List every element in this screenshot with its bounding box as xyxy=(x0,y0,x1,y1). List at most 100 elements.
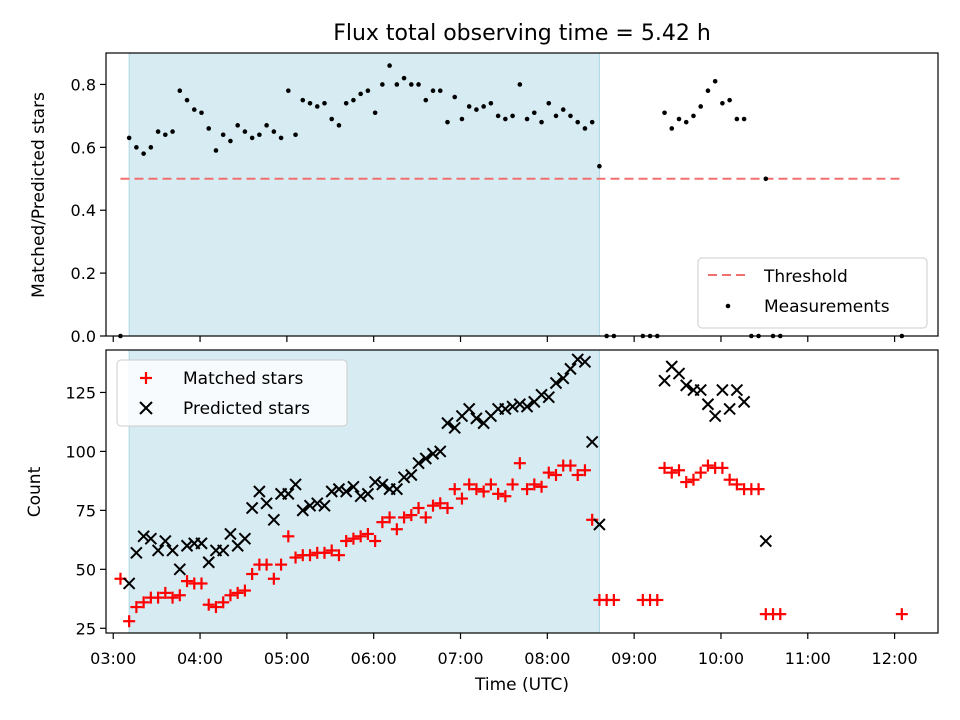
measurement-point xyxy=(307,101,313,106)
matched-star-point xyxy=(202,598,215,611)
matched-star-point xyxy=(506,478,519,491)
ratio-y-tick-label: 0.6 xyxy=(71,138,96,157)
matched-star-point xyxy=(895,608,908,621)
measurement-point xyxy=(148,145,154,150)
matched-star-point xyxy=(658,461,671,474)
predicted-star-point xyxy=(470,412,483,425)
matched-star-point xyxy=(550,468,563,481)
measurement-point xyxy=(510,113,515,119)
matched-star-point xyxy=(723,473,736,486)
predicted-star-point xyxy=(267,513,281,527)
measurement-point xyxy=(372,110,378,116)
x-tick-label: 07:00 xyxy=(437,649,483,668)
predicted-star-point xyxy=(701,398,715,411)
matched-star-point xyxy=(730,478,743,491)
matched-star-point xyxy=(521,483,534,496)
matched-star-point xyxy=(578,464,591,477)
measurement-point xyxy=(126,135,132,141)
predicted-star-point xyxy=(441,416,454,430)
predicted-star-point xyxy=(245,501,259,515)
matched-star-point xyxy=(448,483,461,496)
predicted-star-point xyxy=(593,518,606,531)
predicted-star-point xyxy=(368,475,382,489)
predicted-star-point xyxy=(585,435,599,449)
measurement-point xyxy=(437,88,443,94)
x-tick-label: 10:00 xyxy=(698,649,744,668)
measurement-point xyxy=(553,113,559,119)
predicted-star-point xyxy=(412,456,425,470)
matched-star-point xyxy=(405,509,418,522)
matched-star-point xyxy=(340,535,353,548)
measurement-point xyxy=(220,132,226,138)
measurement-point xyxy=(539,119,544,125)
measurement-point xyxy=(503,116,508,122)
predicted-star-point xyxy=(730,383,744,397)
predicted-star-point xyxy=(151,544,165,557)
predicted-star-point xyxy=(549,376,563,390)
predicted-star-point xyxy=(680,379,693,392)
measurement-point xyxy=(343,101,349,106)
measurement-point xyxy=(575,119,581,125)
measurement-point xyxy=(445,119,450,125)
predicted-stars-series xyxy=(122,353,773,590)
matched-star-point xyxy=(383,511,396,524)
predicted-star-point xyxy=(723,402,736,416)
measurement-point xyxy=(734,116,740,122)
ratio-legend-box xyxy=(697,257,928,329)
predicted-star-point xyxy=(303,499,317,512)
predicted-star-point xyxy=(289,478,302,491)
measurement-point xyxy=(213,148,219,153)
counts-legend: Matched stars Predicted stars xyxy=(116,359,348,427)
predicted-star-point xyxy=(282,487,295,501)
ratio-y-axis-label: Matched/Predicted stars xyxy=(29,92,49,298)
matched-star-point xyxy=(318,546,331,559)
predicted-star-point xyxy=(253,485,266,498)
measurement-point xyxy=(141,151,146,156)
predicted-star-point xyxy=(708,409,722,423)
predicted-star-point xyxy=(376,478,389,491)
measurement-point xyxy=(560,107,566,112)
matched-star-point xyxy=(289,551,302,564)
matched-star-point xyxy=(231,586,244,599)
predicted-star-point xyxy=(202,556,215,569)
measurement-point xyxy=(300,97,306,103)
matched-star-point xyxy=(166,591,179,604)
measurement-point xyxy=(177,88,183,94)
matched-star-point xyxy=(484,478,497,491)
matched-star-point xyxy=(680,476,693,489)
matched-star-point xyxy=(455,492,468,505)
measurement-point xyxy=(741,116,747,122)
ratio-axes-frame xyxy=(105,52,939,337)
predicted-star-point xyxy=(318,499,331,512)
matched-star-point xyxy=(325,544,338,557)
x-tick-label: 11:00 xyxy=(785,649,831,668)
predicted-star-point xyxy=(571,353,584,366)
chart-title: Flux total observing time = 5.42 h xyxy=(333,21,711,46)
predicted-star-point xyxy=(694,383,707,397)
counts-y-tick-label: 50 xyxy=(76,560,96,579)
matched-star-point xyxy=(224,589,237,602)
legend-measurements-label: Measurements xyxy=(764,297,890,317)
predicted-star-point xyxy=(144,532,158,545)
counts-y-tick-label: 25 xyxy=(76,619,96,638)
predicted-star-point xyxy=(361,487,375,501)
measurement-point xyxy=(712,79,718,84)
measurement-point xyxy=(293,132,298,138)
measurement-point xyxy=(676,116,682,122)
matched-star-point xyxy=(173,589,186,602)
counts-y-tick-label: 75 xyxy=(76,501,96,520)
measurement-point xyxy=(257,132,262,138)
predicted-star-point xyxy=(557,372,570,385)
predicted-star-point xyxy=(390,482,404,496)
measurement-point xyxy=(184,97,190,103)
measurement-point xyxy=(517,82,523,87)
measurement-point xyxy=(727,97,732,103)
counts-x-ticks: 03:00 04:00 05:00 06:00 07:00 08:00 09:00 10:00… xyxy=(90,633,918,668)
matched-star-point xyxy=(463,478,476,491)
matched-star-point xyxy=(586,513,599,526)
matched-star-point xyxy=(513,457,526,470)
measurement-point xyxy=(488,101,494,106)
measurement-point xyxy=(546,101,552,106)
predicted-star-point xyxy=(173,563,187,576)
predicted-star-point xyxy=(448,421,461,435)
